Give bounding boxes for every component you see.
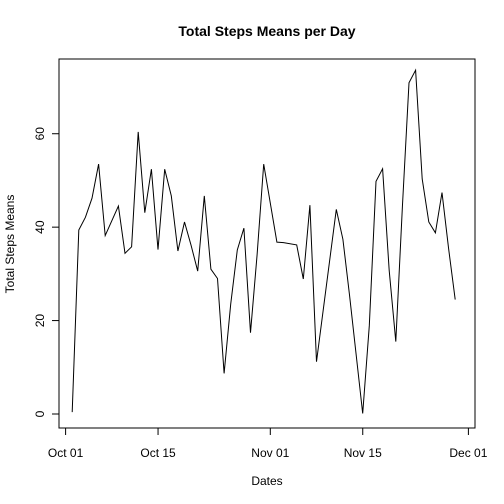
x-axis: Oct 01 Oct 15 Nov 01 Nov 15 Dec 01 [48,427,488,460]
x-tick-label: Nov 01 [251,446,289,460]
y-tick-label: 0 [33,410,47,417]
y-tick-label: 20 [33,314,47,328]
series-layer [71,68,456,414]
y-tick-label: 60 [33,127,47,141]
plot-area-frame [58,58,476,429]
chart-title: Total Steps Means per Day [178,23,355,39]
y-tick-label: 40 [33,220,47,234]
x-tick-label: Dec 01 [449,446,487,460]
x-axis-label: Dates [251,474,282,488]
x-tick-label: Oct 15 [140,446,176,460]
y-axis: 0 20 40 60 [33,127,60,417]
y-axis-label: Total Steps Means [3,195,17,294]
x-tick-label: Oct 01 [48,446,84,460]
series-line [71,68,456,414]
x-tick-label: Nov 15 [344,446,382,460]
